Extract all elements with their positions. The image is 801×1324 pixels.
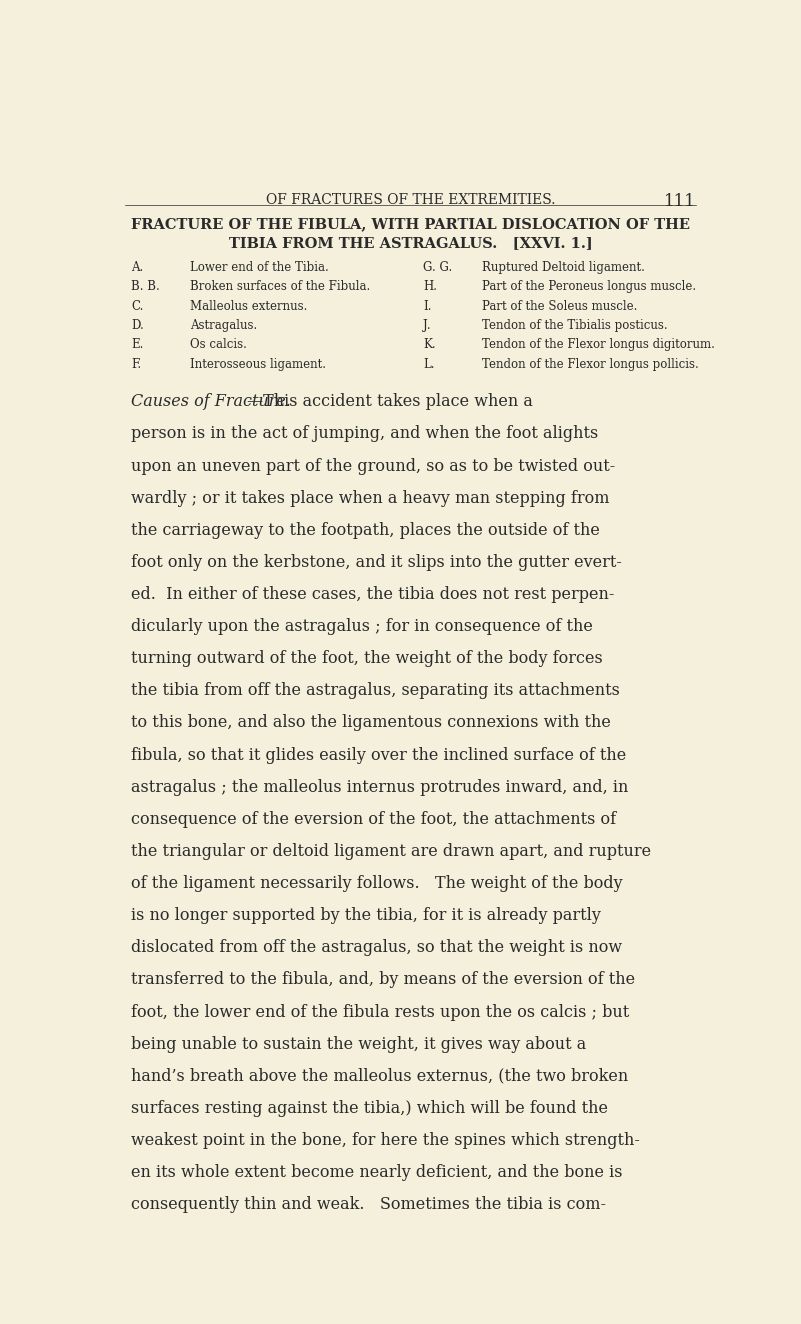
Text: J.: J.: [423, 319, 431, 332]
Text: Tendon of the Flexor longus digitorum.: Tendon of the Flexor longus digitorum.: [482, 339, 714, 351]
Text: consequence of the eversion of the foot, the attachments of: consequence of the eversion of the foot,…: [131, 810, 616, 828]
Text: surfaces resting against the tibia,) which will be found the: surfaces resting against the tibia,) whi…: [131, 1100, 608, 1117]
Text: FRACTURE OF THE FIBULA, WITH PARTIAL DISLOCATION OF THE: FRACTURE OF THE FIBULA, WITH PARTIAL DIS…: [131, 217, 690, 230]
Text: upon an uneven part of the ground, so as to be twisted out-: upon an uneven part of the ground, so as…: [131, 458, 615, 474]
Text: C.: C.: [131, 299, 143, 312]
Text: dicularly upon the astragalus ; for in consequence of the: dicularly upon the astragalus ; for in c…: [131, 618, 593, 636]
Text: —This accident takes place when a: —This accident takes place when a: [247, 393, 533, 410]
Text: K.: K.: [423, 339, 436, 351]
Text: wardly ; or it takes place when a heavy man stepping from: wardly ; or it takes place when a heavy …: [131, 490, 610, 507]
Text: Malleolus externus.: Malleolus externus.: [190, 299, 308, 312]
Text: en its whole extent become nearly deficient, and the bone is: en its whole extent become nearly defici…: [131, 1164, 622, 1181]
Text: weakest point in the bone, for here the spines which strength-: weakest point in the bone, for here the …: [131, 1132, 640, 1149]
Text: I.: I.: [423, 299, 432, 312]
Text: dislocated from off the astragalus, so that the weight is now: dislocated from off the astragalus, so t…: [131, 939, 622, 956]
Text: TIBIA FROM THE ASTRAGALUS.   [XXVI. 1.]: TIBIA FROM THE ASTRAGALUS. [XXVI. 1.]: [228, 237, 593, 250]
Text: astragalus ; the malleolus internus protrudes inward, and, in: astragalus ; the malleolus internus prot…: [131, 779, 629, 796]
Text: Ruptured Deltoid ligament.: Ruptured Deltoid ligament.: [482, 261, 645, 274]
Text: 111: 111: [664, 192, 696, 209]
Text: to this bone, and also the ligamentous connexions with the: to this bone, and also the ligamentous c…: [131, 715, 611, 731]
Text: Tendon of the Flexor longus pollicis.: Tendon of the Flexor longus pollicis.: [482, 357, 698, 371]
Text: ed.  In either of these cases, the tibia does not rest perpen-: ed. In either of these cases, the tibia …: [131, 587, 614, 602]
Text: L.: L.: [423, 357, 434, 371]
Text: Causes of Fracture.: Causes of Fracture.: [131, 393, 291, 410]
Text: the triangular or deltoid ligament are drawn apart, and rupture: the triangular or deltoid ligament are d…: [131, 843, 651, 861]
Text: H.: H.: [423, 281, 437, 293]
Text: hand’s breath above the malleolus externus, (the two broken: hand’s breath above the malleolus extern…: [131, 1067, 629, 1084]
Text: A.: A.: [131, 261, 143, 274]
Text: of the ligament necessarily follows.   The weight of the body: of the ligament necessarily follows. The…: [131, 875, 623, 892]
Text: transferred to the fibula, and, by means of the eversion of the: transferred to the fibula, and, by means…: [131, 972, 635, 989]
Text: G. G.: G. G.: [423, 261, 453, 274]
Text: E.: E.: [131, 339, 143, 351]
Text: foot only on the kerbstone, and it slips into the gutter evert-: foot only on the kerbstone, and it slips…: [131, 553, 622, 571]
Text: Tendon of the Tibialis posticus.: Tendon of the Tibialis posticus.: [482, 319, 667, 332]
Text: being unable to sustain the weight, it gives way about a: being unable to sustain the weight, it g…: [131, 1035, 586, 1053]
Text: D.: D.: [131, 319, 144, 332]
Text: fibula, so that it glides easily over the inclined surface of the: fibula, so that it glides easily over th…: [131, 747, 626, 764]
Text: F.: F.: [131, 357, 141, 371]
Text: Part of the Soleus muscle.: Part of the Soleus muscle.: [482, 299, 638, 312]
Text: person is in the act of jumping, and when the foot alights: person is in the act of jumping, and whe…: [131, 425, 598, 442]
Text: is no longer supported by the tibia, for it is already partly: is no longer supported by the tibia, for…: [131, 907, 601, 924]
Text: Part of the Peroneus longus muscle.: Part of the Peroneus longus muscle.: [482, 281, 696, 293]
Text: B. B.: B. B.: [131, 281, 160, 293]
Text: Os calcis.: Os calcis.: [190, 339, 247, 351]
Text: Interosseous ligament.: Interosseous ligament.: [190, 357, 326, 371]
Text: the tibia from off the astragalus, separating its attachments: the tibia from off the astragalus, separ…: [131, 682, 620, 699]
Text: Broken surfaces of the Fibula.: Broken surfaces of the Fibula.: [190, 281, 370, 293]
Text: Lower end of the Tibia.: Lower end of the Tibia.: [190, 261, 329, 274]
Text: consequently thin and weak.   Sometimes the tibia is com-: consequently thin and weak. Sometimes th…: [131, 1196, 606, 1213]
Text: Astragalus.: Astragalus.: [190, 319, 257, 332]
Text: turning outward of the foot, the weight of the body forces: turning outward of the foot, the weight …: [131, 650, 603, 667]
Text: the carriageway to the footpath, places the outside of the: the carriageway to the footpath, places …: [131, 522, 600, 539]
Text: foot, the lower end of the fibula rests upon the os calcis ; but: foot, the lower end of the fibula rests …: [131, 1004, 630, 1021]
Text: OF FRACTURES OF THE EXTREMITIES.: OF FRACTURES OF THE EXTREMITIES.: [266, 192, 555, 207]
